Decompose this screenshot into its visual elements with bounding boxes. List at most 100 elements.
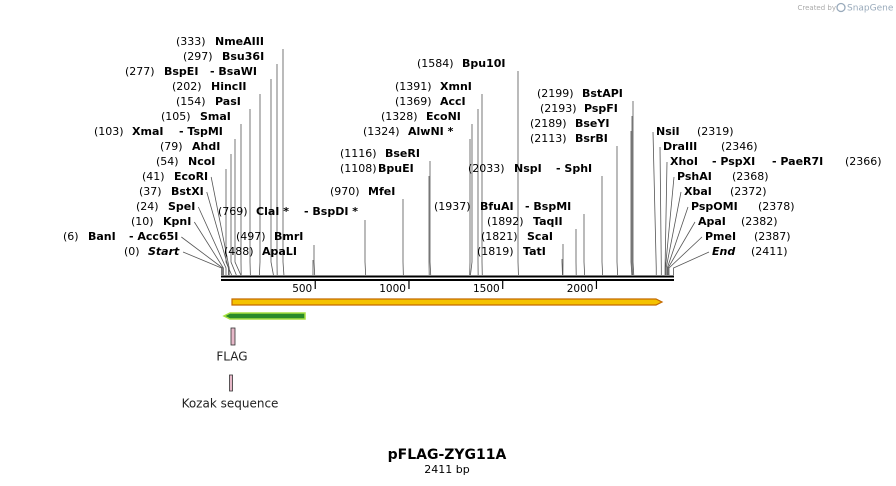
enzyme-name: SpeI: [168, 200, 195, 213]
site-position: (2387): [754, 230, 791, 243]
enzyme-name: BsrBI: [575, 132, 608, 145]
site-position: (1116): [340, 147, 377, 160]
brand-name: SnapGene: [847, 4, 894, 14]
site-position: (1584): [417, 57, 454, 70]
site-position: (2366): [845, 155, 882, 168]
cut-line: [230, 154, 237, 276]
site-position: (333): [176, 35, 206, 48]
site-position: (769): [218, 205, 248, 218]
enzyme-name: ClaI *: [256, 205, 289, 218]
enzyme-name: PasI: [215, 95, 241, 108]
enzyme-name: NmeAIII: [215, 35, 264, 48]
enzyme-name: - TspMI: [179, 125, 223, 138]
cut-line: [234, 139, 242, 276]
site-position: (2189): [530, 117, 567, 130]
enzyme-name: XhoI: [670, 155, 698, 168]
site-position: (54): [156, 155, 179, 168]
enzyme-name: - BspMI: [525, 200, 571, 213]
feature-arrow: [231, 298, 664, 306]
cut-line: [429, 161, 432, 276]
enzyme-name: BpuEI: [378, 162, 414, 175]
site-position: (277): [125, 65, 155, 78]
enzyme-name: Bsu36I: [222, 50, 264, 63]
ruler-label: 2000: [567, 283, 594, 295]
cut-line: [632, 101, 635, 276]
cut-line: [630, 131, 633, 276]
enzyme-name: - BspDI *: [304, 205, 358, 218]
enzyme-name: - PspXI: [712, 155, 755, 168]
feature-arrow: [222, 312, 306, 320]
enzyme-name: BmrI: [274, 230, 303, 243]
enzyme-name: XmnI: [440, 80, 472, 93]
enzyme-name: XmaI: [132, 125, 163, 138]
site-position: (10): [131, 215, 154, 228]
enzyme-name: - Acc65I: [129, 230, 178, 243]
feature-box: [229, 374, 233, 392]
site-position: (6): [63, 230, 79, 243]
map-subtitle: 2411 bp: [424, 463, 469, 476]
cut-line: [225, 169, 232, 276]
enzyme-name: Bpu10I: [462, 57, 506, 70]
enzyme-name: BstAPI: [582, 87, 623, 100]
site-position: (2368): [732, 170, 769, 183]
created-by: Created by: [797, 4, 836, 12]
cut-line: [197, 206, 227, 275]
site-position: (2372): [730, 185, 767, 198]
enzyme-name: BfuAI: [480, 200, 514, 213]
enzyme-name: KpnI: [163, 215, 191, 228]
enzyme-name: HincII: [211, 80, 247, 93]
site-position: (488): [224, 245, 254, 258]
enzyme-name: End: [712, 245, 735, 258]
cut-line: [182, 251, 222, 275]
enzyme-name: XbaI: [684, 185, 712, 198]
enzyme-name: BspEI: [164, 65, 198, 78]
enzyme-name: BanI: [88, 230, 116, 243]
enzyme-name: NspI: [514, 162, 542, 175]
cut-line: [181, 236, 224, 275]
cut-line: [470, 124, 473, 276]
enzyme-name: NcoI: [188, 155, 215, 168]
enzyme-name: - BsaWI: [210, 65, 257, 78]
feature-label: FLAG: [216, 350, 247, 364]
site-position: (79): [160, 140, 183, 153]
enzyme-name: AccI: [440, 95, 466, 108]
enzyme-name: AlwNI *: [408, 125, 454, 138]
enzyme-name: ApaLI: [262, 245, 297, 258]
enzyme-name: AhdI: [192, 140, 220, 153]
cut-line: [666, 206, 689, 275]
cut-line: [561, 259, 563, 276]
site-position: (2346): [721, 140, 758, 153]
enzyme-name: TatI: [523, 245, 546, 258]
cut-line: [210, 176, 230, 275]
site-position: (202): [172, 80, 202, 93]
cut-line: [583, 214, 586, 276]
cut-line: [652, 131, 657, 275]
site-position: (1328): [381, 110, 418, 123]
site-position: (2378): [758, 200, 795, 213]
enzyme-name: EcoRI: [174, 170, 208, 183]
map-title: pFLAG-ZYG11A: [388, 447, 507, 463]
enzyme-name: PmeI: [705, 230, 736, 243]
site-position: (1821): [481, 230, 518, 243]
site-position: (24): [136, 200, 159, 213]
cut-line: [616, 146, 619, 276]
enzyme-name: PspOMI: [691, 200, 738, 213]
site-position: (297): [183, 50, 213, 63]
site-position: (2411): [751, 245, 788, 258]
ruler-label: 500: [292, 283, 312, 295]
site-position: (970): [330, 185, 360, 198]
site-position: (1324): [363, 125, 400, 138]
site-position: (2193): [540, 102, 577, 115]
enzyme-name: ApaI: [698, 215, 726, 228]
cut-line: [667, 221, 696, 275]
site-position: (0): [124, 245, 140, 258]
feature-label: Kozak sequence: [182, 397, 279, 411]
site-position: (1937): [434, 200, 471, 213]
cut-line: [193, 221, 224, 275]
feature-box: [230, 327, 236, 346]
enzyme-name: BseYI: [575, 117, 609, 130]
cut-line: [659, 146, 662, 275]
site-position: (1391): [395, 80, 432, 93]
site-position: (1819): [477, 245, 514, 258]
